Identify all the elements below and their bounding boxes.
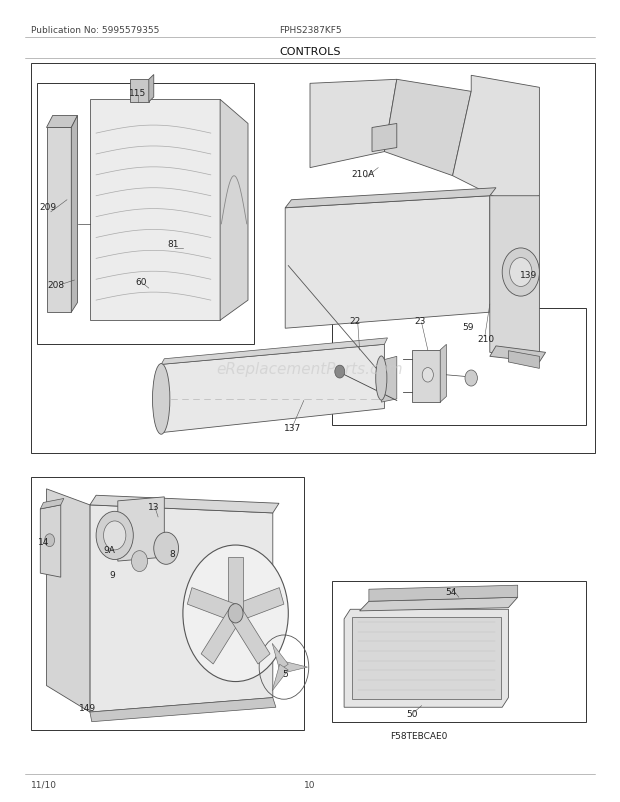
Circle shape [422, 368, 433, 383]
Text: 10: 10 [304, 780, 316, 788]
Polygon shape [381, 357, 397, 403]
Polygon shape [90, 100, 220, 321]
Text: 8: 8 [169, 549, 175, 558]
Polygon shape [310, 80, 397, 168]
Text: 210: 210 [477, 334, 495, 344]
Polygon shape [490, 346, 546, 363]
Polygon shape [372, 124, 397, 152]
Text: 81: 81 [167, 240, 179, 249]
Polygon shape [384, 80, 471, 176]
Text: 5: 5 [282, 669, 288, 678]
Text: 59: 59 [462, 322, 474, 332]
Polygon shape [90, 698, 276, 722]
Text: F58TEBCAE0: F58TEBCAE0 [391, 731, 448, 740]
Polygon shape [161, 338, 388, 365]
Polygon shape [187, 588, 238, 622]
Circle shape [465, 371, 477, 387]
Polygon shape [228, 557, 243, 614]
Circle shape [228, 604, 243, 623]
Text: 13: 13 [148, 502, 159, 512]
Text: 60: 60 [135, 277, 147, 287]
Polygon shape [360, 597, 518, 611]
Text: 9: 9 [110, 570, 115, 580]
Polygon shape [272, 643, 288, 670]
Text: 50: 50 [406, 709, 418, 719]
Polygon shape [90, 505, 273, 712]
Polygon shape [71, 116, 78, 313]
Text: 210A: 210A [352, 169, 374, 179]
Polygon shape [130, 80, 149, 103]
Polygon shape [440, 345, 446, 403]
Polygon shape [149, 75, 154, 103]
Polygon shape [46, 128, 71, 313]
FancyBboxPatch shape [51, 148, 67, 301]
Text: FPHS2387KF5: FPHS2387KF5 [278, 26, 342, 34]
Polygon shape [161, 345, 384, 433]
Polygon shape [201, 609, 242, 664]
Text: 149: 149 [79, 703, 97, 712]
Ellipse shape [376, 356, 387, 400]
Text: 139: 139 [520, 270, 537, 280]
Text: CONTROLS: CONTROLS [279, 47, 341, 56]
Circle shape [154, 533, 179, 565]
Circle shape [131, 551, 148, 572]
Text: 54: 54 [445, 587, 456, 597]
Text: 208: 208 [47, 280, 64, 290]
Polygon shape [285, 188, 496, 209]
Polygon shape [453, 76, 539, 205]
Polygon shape [40, 499, 64, 509]
Circle shape [45, 534, 55, 547]
Circle shape [96, 512, 133, 560]
Text: 14: 14 [38, 537, 50, 546]
Circle shape [183, 545, 288, 682]
Polygon shape [285, 196, 490, 329]
Text: 137: 137 [284, 423, 301, 433]
Polygon shape [508, 351, 539, 369]
Text: Publication No: 5995579355: Publication No: 5995579355 [31, 26, 159, 34]
Text: eReplacementParts.com: eReplacementParts.com [216, 362, 404, 376]
Text: 11/10: 11/10 [31, 780, 57, 788]
Polygon shape [90, 496, 279, 513]
Text: 115: 115 [129, 88, 146, 98]
Circle shape [104, 521, 126, 550]
Polygon shape [412, 350, 440, 403]
Text: 209: 209 [39, 202, 56, 212]
Polygon shape [344, 610, 508, 707]
Polygon shape [40, 505, 61, 577]
Polygon shape [272, 664, 288, 691]
Circle shape [335, 366, 345, 379]
Polygon shape [490, 196, 539, 357]
Text: 9A: 9A [104, 545, 115, 555]
Polygon shape [229, 609, 270, 664]
Polygon shape [46, 489, 90, 712]
Polygon shape [46, 116, 78, 128]
Ellipse shape [153, 364, 170, 435]
Circle shape [510, 258, 532, 287]
Text: 23: 23 [414, 316, 425, 326]
Polygon shape [220, 100, 248, 321]
Polygon shape [352, 618, 501, 699]
Polygon shape [233, 588, 284, 622]
Polygon shape [284, 662, 308, 673]
Polygon shape [118, 497, 164, 561]
Text: 22: 22 [349, 316, 360, 326]
Polygon shape [369, 585, 518, 602]
Circle shape [502, 249, 539, 297]
